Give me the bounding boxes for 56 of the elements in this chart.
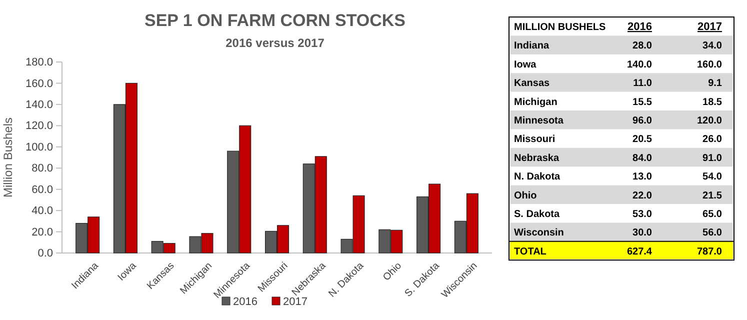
text: 28.0 [632,40,652,52]
text: 15.5 [632,96,652,108]
legend-label: 2017 [283,296,308,308]
y-axis-title: Million Bushels [1,117,15,198]
text: 34.0 [702,40,722,52]
chart-title: SEP 1 ON FARM CORN STOCKS [144,11,406,30]
y-tick-label: 100.0 [25,141,53,154]
text: 787.0 [696,246,722,258]
text: 22.0 [632,190,652,202]
text: Missouri [514,134,556,146]
x-tick-label: Iowa [116,260,140,284]
text: 2016 [628,21,652,33]
text: Nebraska [514,152,560,164]
text: TOTAL [514,246,546,258]
text: 627.4 [626,246,652,258]
y-tick-label: 160.0 [25,78,53,90]
y-tick-label: 140.0 [25,98,53,111]
text: 21.5 [702,190,722,202]
text: 18.5 [702,96,722,108]
text: 56.0 [702,228,722,239]
text: 9.1 [708,78,722,90]
text: 160.0 [696,59,722,70]
text: S. Dakota [514,209,560,220]
x-tick-label: Ohio [381,260,404,284]
y-tick-label: 180.0 [25,56,53,69]
text: 30.0 [632,228,652,239]
text: 2017 [698,21,722,33]
text: 84.0 [632,152,652,164]
text: Kansas [514,78,550,90]
y-tick-label: 80.0 [32,162,53,175]
text: 53.0 [632,209,652,220]
text: 91.0 [702,152,722,164]
y-tick-label: 20.0 [32,226,53,238]
text: N. Dakota [514,172,561,183]
text: Michigan [514,96,558,108]
text: 11.0 [633,78,652,90]
y-tick-label: 40.0 [32,205,53,218]
chart-subtitle: 2016 versus 2017 [226,36,325,50]
text: Wisconsin [514,228,564,239]
y-tick-label: 60.0 [32,184,53,196]
text: 20.5 [632,134,652,146]
text: 65.0 [702,209,722,220]
text: Minnesota [514,116,564,126]
text: MILLION BUSHELS [514,22,606,33]
text: 120.0 [696,116,722,126]
text: Indiana [514,40,550,52]
text: Ohio [514,190,537,202]
text: 96.0 [632,116,652,126]
text: 13.0 [632,172,652,183]
y-tick-label: 0.0 [38,248,53,260]
text: Iowa [514,59,537,70]
text: 54.0 [702,172,722,183]
text: 26.0 [702,134,722,146]
y-tick-label: 120.0 [25,120,53,132]
legend-label: 2016 [233,296,258,308]
text: 140.0 [626,59,652,70]
